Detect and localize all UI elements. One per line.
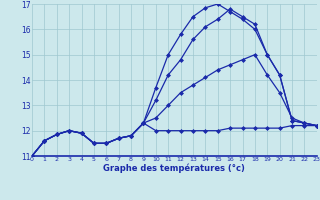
X-axis label: Graphe des températures (°c): Graphe des températures (°c)	[103, 164, 245, 173]
